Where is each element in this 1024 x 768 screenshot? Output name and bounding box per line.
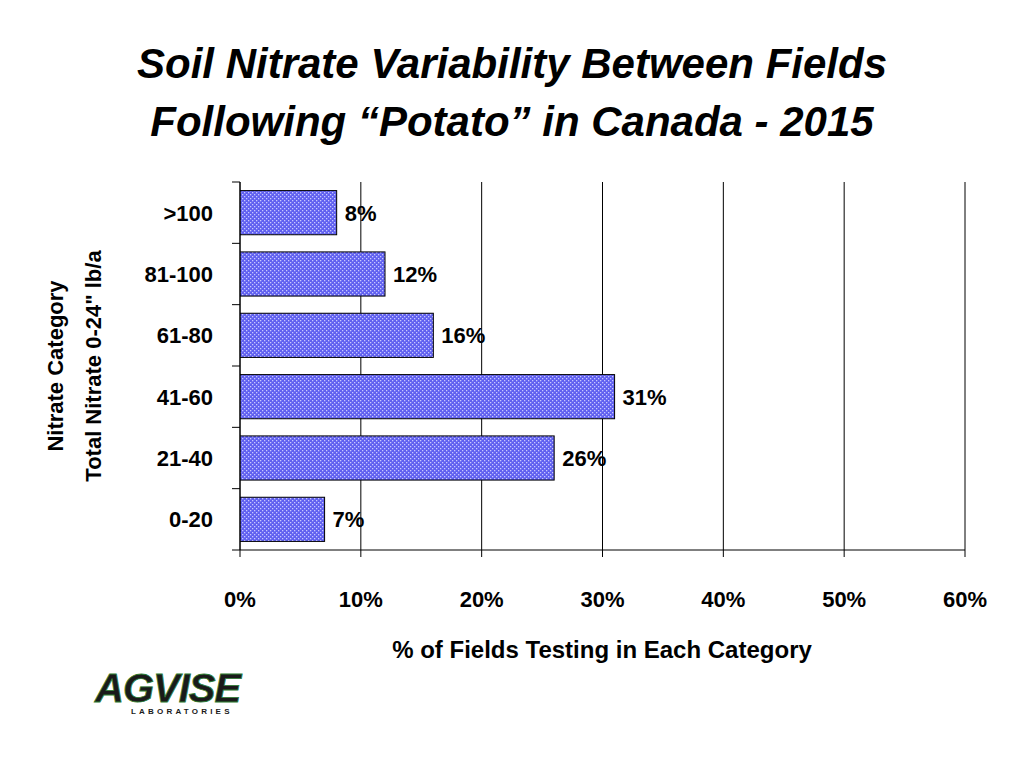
grid-line xyxy=(360,182,361,550)
bar xyxy=(240,375,615,419)
axis-label: % of Fields Testing in Each Category xyxy=(392,636,812,663)
tick-mark xyxy=(844,550,845,557)
category-label: 21-40 xyxy=(157,446,213,471)
axis-label: Nitrate Category xyxy=(43,280,68,452)
grid-line xyxy=(602,182,603,550)
category-label: >100 xyxy=(163,201,213,226)
category-label: 0-20 xyxy=(169,507,213,532)
tick-mark xyxy=(481,550,482,557)
chart: Soil Nitrate Variability Between Fields F… xyxy=(0,0,1024,768)
category-separator xyxy=(232,243,240,244)
tick-mark xyxy=(240,550,241,557)
category-separator xyxy=(232,182,240,183)
bars xyxy=(240,191,615,542)
category-separator xyxy=(232,488,240,489)
category-separator xyxy=(232,550,240,551)
data-label: 7% xyxy=(333,507,365,532)
tick-label: 10% xyxy=(339,587,383,612)
data-label: 26% xyxy=(562,446,606,471)
bar xyxy=(240,497,325,541)
bar xyxy=(240,191,337,235)
tick-label: 60% xyxy=(943,587,987,612)
category-separator xyxy=(232,366,240,367)
bar xyxy=(240,313,433,357)
tick-label: 30% xyxy=(580,587,624,612)
data-label: 16% xyxy=(441,323,485,348)
category-label: 41-60 xyxy=(157,385,213,410)
grid-line xyxy=(965,182,966,550)
category-label: 61-80 xyxy=(157,323,213,348)
tick-label: 50% xyxy=(822,587,866,612)
data-label: 12% xyxy=(393,262,437,287)
tick-mark xyxy=(723,550,724,557)
data-label: 31% xyxy=(623,385,667,410)
title: Following “Potato” in Canada - 2015 xyxy=(150,98,874,145)
grid-line xyxy=(723,182,724,550)
grid-line xyxy=(481,182,482,550)
bar xyxy=(240,252,385,296)
tick-label: 20% xyxy=(460,587,504,612)
tick-label: 40% xyxy=(701,587,745,612)
category-label: 81-100 xyxy=(144,262,213,287)
tick-mark xyxy=(602,550,603,557)
logo: AGVISE xyxy=(94,666,242,710)
category-separator xyxy=(232,427,240,428)
x-axis xyxy=(240,550,965,551)
data-label: 8% xyxy=(345,201,377,226)
tick-mark xyxy=(360,550,361,557)
logo-subtitle: LABORATORIES xyxy=(131,707,233,716)
bar xyxy=(240,436,554,480)
axis-label: Total Nitrate 0-24" lb/a xyxy=(81,250,106,482)
grid-line xyxy=(844,182,845,550)
category-separator xyxy=(232,304,240,305)
tick-mark xyxy=(965,550,966,557)
tick-label: 0% xyxy=(224,587,256,612)
title: Soil Nitrate Variability Between Fields xyxy=(137,40,887,87)
